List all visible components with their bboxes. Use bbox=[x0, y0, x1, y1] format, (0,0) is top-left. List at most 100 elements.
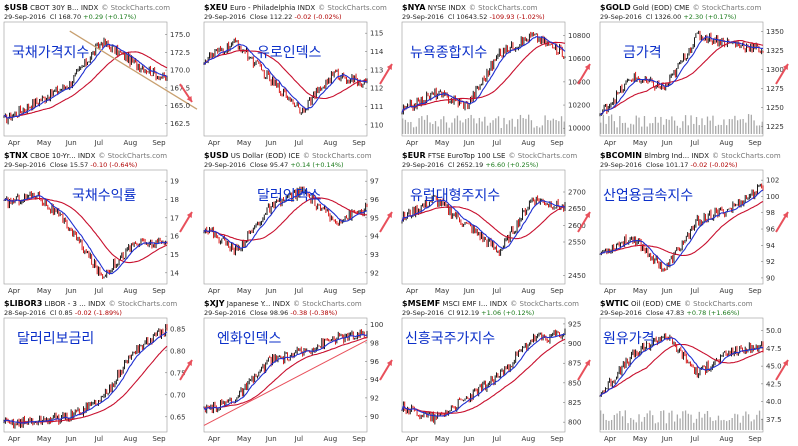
moving-average-short bbox=[401, 333, 566, 417]
chart-panel-bcomin: 102 100 98 96 94 92 90 Apr May Jun Jul Aug Sep $BCOMI… bbox=[598, 150, 795, 296]
brand-watermark: © StockCharts.com bbox=[98, 152, 168, 160]
x-tick-label: Apr bbox=[406, 139, 418, 147]
x-tick-label: Aug bbox=[719, 287, 733, 295]
volume-bar bbox=[448, 127, 450, 134]
volume-bar bbox=[731, 418, 733, 430]
x-tick-label: May bbox=[435, 287, 449, 295]
brand-watermark: © StockCharts.com bbox=[108, 300, 178, 308]
instrument-kind: CME bbox=[665, 300, 681, 308]
change-value: -0.02 (-1.89%) bbox=[74, 309, 122, 317]
y-tick-label: 850 bbox=[568, 379, 581, 387]
x-tick-label: May bbox=[237, 139, 251, 147]
chart-subheader: 28-Sep-2016 Cl 0.85 -0.02 (-1.89%) bbox=[4, 309, 122, 317]
y-tick-label: 45.0 bbox=[766, 363, 782, 371]
y-tick-label: 95 bbox=[370, 214, 379, 222]
y-tick-label: 10600 bbox=[568, 55, 590, 63]
y-tick-label: 93 bbox=[370, 251, 379, 259]
volume-bar bbox=[454, 118, 456, 134]
x-tick-label: Jun bbox=[661, 435, 673, 443]
chart-header: $XEU Euro - Philadelphia INDX © StockChar… bbox=[204, 3, 387, 12]
chart-header: $WTIC Oil (EOD) CME © StockCharts.com bbox=[600, 299, 753, 308]
volume-bar bbox=[558, 121, 560, 134]
chart-subheader: 29-Sep-2016 Close 98.96 -0.38 (-0.38%) bbox=[204, 309, 337, 317]
change-value: -0.10 (-0.64%) bbox=[90, 161, 138, 169]
volume-bar bbox=[712, 115, 714, 134]
plot-frame bbox=[401, 317, 566, 433]
moving-average-short bbox=[599, 189, 764, 267]
volume-bar bbox=[522, 118, 524, 134]
y-tick-label: 94 bbox=[766, 242, 775, 250]
volume-bar bbox=[528, 114, 530, 134]
close-label: Close bbox=[249, 13, 268, 21]
volume-bar bbox=[514, 126, 516, 134]
y-tick-label: 875 bbox=[568, 360, 581, 368]
brand-watermark: © StockCharts.com bbox=[510, 300, 579, 308]
volume-bar bbox=[715, 420, 717, 430]
volume-bar bbox=[720, 124, 722, 134]
trend-arrow bbox=[577, 359, 591, 381]
instrument-name: MSCI EMF I... bbox=[442, 300, 488, 308]
volume-bar bbox=[723, 119, 725, 134]
x-tick-label: Jul bbox=[690, 287, 700, 295]
chart-svg: 102 100 98 96 94 92 90 Apr May Jun Jul Aug Sep bbox=[599, 169, 789, 295]
symbol: $EUR bbox=[402, 151, 426, 160]
chart-svg: 19 18 17 16 15 14 Apr May Jun Jul Aug Sep bbox=[3, 169, 193, 295]
volume-bar bbox=[728, 420, 731, 430]
volume-bar bbox=[538, 127, 541, 134]
x-tick-label: Sep bbox=[352, 435, 366, 443]
x-tick-label: May bbox=[435, 435, 449, 443]
x-tick-label: Jun bbox=[463, 139, 475, 147]
volume-bar bbox=[668, 412, 670, 430]
volume-bar bbox=[698, 125, 700, 134]
volume-bar bbox=[739, 422, 742, 430]
volume-bar bbox=[638, 414, 640, 430]
moving-average-long bbox=[401, 338, 566, 414]
x-tick-label: Aug bbox=[521, 139, 535, 147]
y-tick-label: 162.5 bbox=[170, 120, 190, 128]
volume-bar bbox=[619, 115, 621, 134]
chart-panel-xeu: 115 114 113 112 111 110 Apr May Jun Jul Aug Sep $XEU… bbox=[202, 2, 399, 148]
moving-average-long bbox=[203, 50, 368, 100]
volume-bar bbox=[459, 120, 461, 134]
close-label: Close bbox=[249, 161, 268, 169]
y-tick-label: 16 bbox=[170, 233, 179, 241]
moving-average-long bbox=[203, 336, 368, 411]
trend-arrow bbox=[775, 211, 789, 233]
close-label: Cl bbox=[49, 13, 57, 21]
y-tick-label: 925 bbox=[568, 320, 581, 328]
volume-bar bbox=[676, 414, 679, 430]
volume-bar bbox=[742, 415, 744, 430]
volume-bar bbox=[497, 116, 500, 134]
close-label: Cl bbox=[49, 309, 57, 317]
volume-bar bbox=[676, 125, 679, 134]
y-tick-label: 37.5 bbox=[766, 416, 782, 424]
y-tick-label: 1300 bbox=[766, 66, 784, 74]
volume-bar bbox=[627, 423, 629, 430]
volume-bar bbox=[519, 114, 522, 134]
x-tick-label: Apr bbox=[604, 287, 616, 295]
volume-bar bbox=[734, 115, 736, 134]
instrument-name: LIBOR - 3 ... bbox=[44, 300, 86, 308]
instrument-name: US Dollar (EOD) bbox=[230, 152, 287, 160]
x-tick-label: Jul bbox=[294, 287, 304, 295]
korean-title: 뉴욕종합지수 bbox=[410, 45, 488, 61]
y-tick-label: 0.85 bbox=[170, 325, 186, 333]
x-tick-label: Aug bbox=[323, 139, 337, 147]
chart-date: 29-Sep-2016 bbox=[600, 13, 642, 21]
volume-bar bbox=[600, 410, 602, 430]
x-tick-label: Apr bbox=[406, 435, 418, 443]
y-tick-label: 10000 bbox=[568, 125, 590, 133]
change-value: -0.02 (-0.02%) bbox=[690, 161, 738, 169]
x-tick-label: Jul bbox=[94, 139, 104, 147]
plot-frame bbox=[203, 169, 368, 285]
volume-bar bbox=[462, 122, 464, 134]
volume-bar bbox=[657, 422, 659, 430]
chart-subheader: 29-Sep-2016 Cl 1326.00 +2.30 (+0.17%) bbox=[600, 13, 736, 21]
volume-bar bbox=[451, 122, 453, 134]
y-tick-label: 94 bbox=[370, 233, 379, 241]
volume-bar bbox=[756, 125, 758, 134]
y-tick-label: 800 bbox=[568, 419, 581, 427]
chart-svg: 1080010600104001020010000AprMayJunJulAug… bbox=[401, 21, 591, 147]
y-tick-label: 2600 bbox=[568, 222, 586, 230]
y-tick-label: 172.5 bbox=[170, 49, 190, 57]
